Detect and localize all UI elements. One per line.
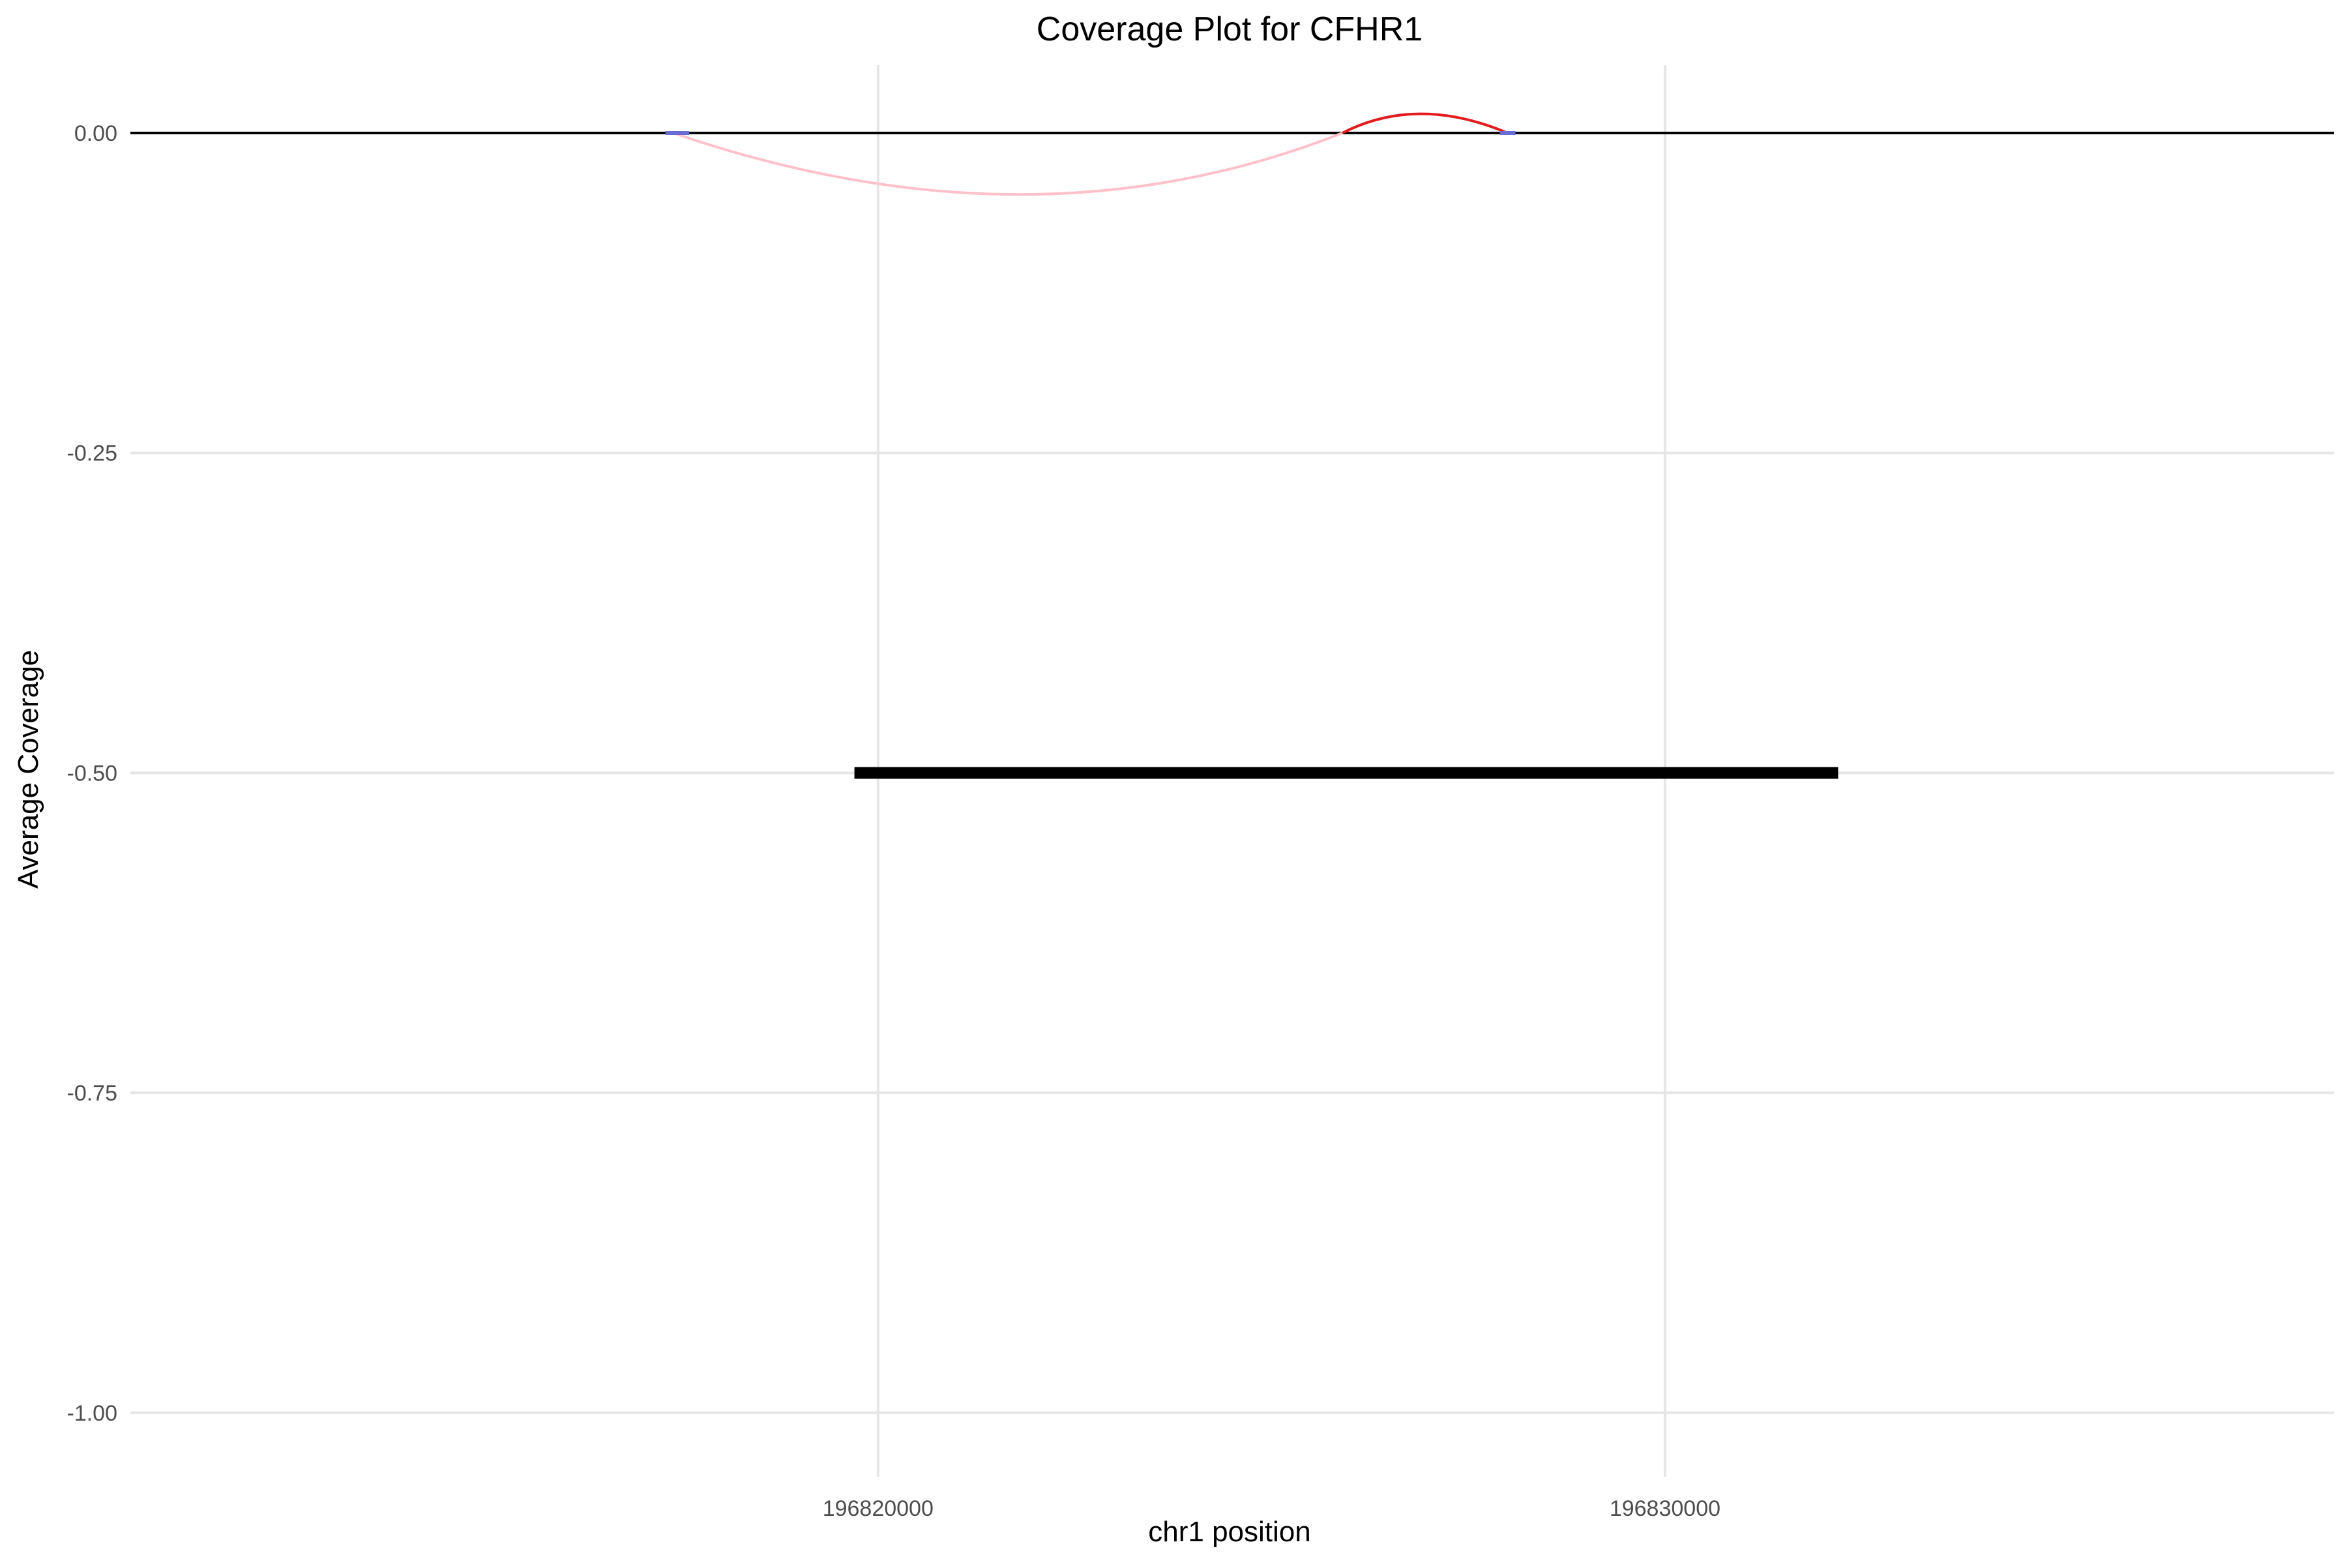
x-axis-title: chr1 position	[1148, 1516, 1310, 1548]
x-tick-label: 196830000	[1610, 1496, 1720, 1521]
chart-title: Coverage Plot for CFHR1	[1037, 10, 1423, 48]
junction-arc	[673, 132, 1343, 196]
x-tick-label: 196820000	[823, 1496, 934, 1521]
label-layer: Coverage Plot for CFHR1 chr1 position Av…	[12, 10, 1720, 1548]
y-tick-label: -0.50	[67, 761, 118, 786]
y-tick-label: -1.00	[67, 1401, 118, 1426]
y-tick-label: -0.75	[67, 1081, 118, 1106]
y-tick-label: 0.00	[74, 121, 117, 146]
junction-arc	[1342, 112, 1509, 134]
y-tick-label: -0.25	[67, 441, 118, 466]
data-layer	[130, 112, 2334, 779]
y-axis-title: Average Coverage	[12, 650, 44, 889]
